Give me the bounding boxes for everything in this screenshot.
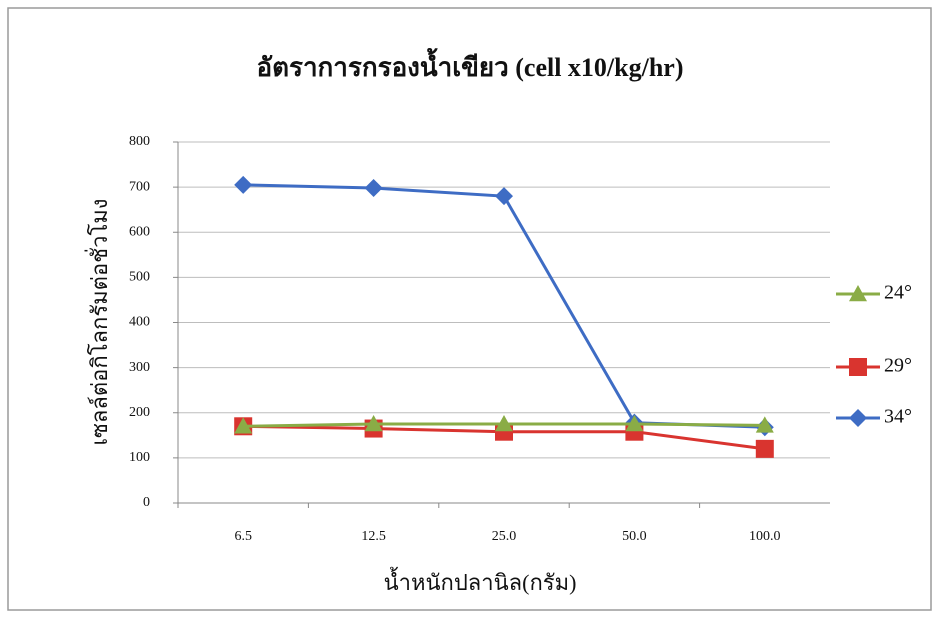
x-axis-label: น้ำหนักปลานิล(กรัม) bbox=[384, 567, 577, 595]
y-tick-label: 100 bbox=[129, 450, 150, 465]
chart-frame bbox=[8, 8, 931, 610]
legend-label: 29° bbox=[884, 355, 912, 377]
point-marker bbox=[756, 440, 774, 458]
x-tick-label: 12.5 bbox=[361, 529, 386, 544]
legend-marker bbox=[849, 358, 867, 376]
x-tick-label: 100.0 bbox=[749, 529, 781, 544]
legend-label: 34° bbox=[884, 406, 912, 428]
y-tick-label: 800 bbox=[129, 134, 150, 149]
chart: อัตราการกรองน้ำเขียว (cell x10/kg/hr) น้… bbox=[0, 0, 940, 619]
chart-title: อัตราการกรองน้ำเขียว (cell x10/kg/hr) bbox=[256, 47, 683, 82]
y-tick-label: 500 bbox=[129, 270, 150, 285]
y-tick-label: 400 bbox=[129, 315, 150, 330]
y-tick-label: 0 bbox=[143, 495, 150, 510]
x-tick-label: 6.5 bbox=[234, 529, 252, 544]
legend-label: 24° bbox=[884, 282, 912, 304]
y-tick-label: 600 bbox=[129, 224, 150, 239]
y-axis-label: เซลล์ต่อกิโลกรัมต่อชั่วโมง bbox=[84, 198, 112, 445]
y-tick-label: 700 bbox=[129, 179, 150, 194]
x-tick-label: 25.0 bbox=[492, 529, 517, 544]
page: {"chart_data": {"type": "line", "title":… bbox=[0, 0, 940, 619]
y-tick-label: 300 bbox=[129, 360, 150, 375]
y-tick-label: 200 bbox=[129, 405, 150, 420]
x-tick-label: 50.0 bbox=[622, 529, 647, 544]
